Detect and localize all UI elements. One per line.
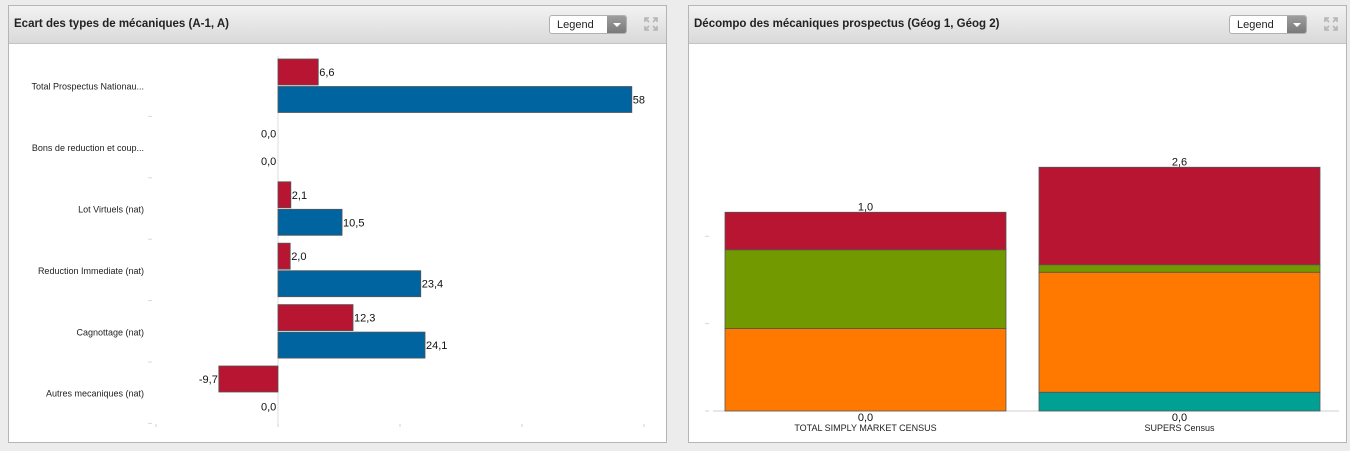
data-label: 12,3 <box>354 313 375 325</box>
bar <box>277 270 422 298</box>
chart-panel-left: Ecart des types de mécaniques (A-1, A) L… <box>8 5 667 443</box>
data-label: 10,5 <box>343 217 364 229</box>
data-label: 2,1 <box>292 190 307 202</box>
data-label: 24,1 <box>426 340 447 352</box>
bar <box>277 331 426 359</box>
panel-header: Décompo des mécaniques prospectus (Géog … <box>689 6 1346 44</box>
stacked-bar-segment <box>1038 391 1321 412</box>
stacked-bar-segment <box>1038 166 1321 266</box>
stacked-bar-segment <box>724 249 1007 329</box>
horizontal-bar-chart: Total Prospectus Nationau... 6,6 58 Bons de… <box>31 56 645 427</box>
bar <box>277 208 343 236</box>
bar <box>277 86 633 113</box>
category-label: TOTAL SIMPLY MARKET CENSUS <box>794 423 936 433</box>
stacked-bar-segment <box>724 328 1007 412</box>
stacked-bar-segment <box>1038 264 1321 273</box>
legend-dropdown[interactable]: Legend <box>1229 15 1307 34</box>
expand-arrows-icon[interactable] <box>643 16 659 32</box>
legend-dropdown-label: Legend <box>1237 19 1274 31</box>
category-label: SUPERS Census <box>1144 423 1215 433</box>
bar <box>218 365 279 393</box>
category-label: Cagnottage (nat) <box>76 327 144 337</box>
category-label: Reduction Immediate (nat) <box>38 266 144 276</box>
panel-title: Ecart des types de mécaniques (A-1, A) <box>14 18 229 30</box>
data-label: 2,6 <box>1172 156 1187 168</box>
data-label: 23,4 <box>422 279 443 291</box>
bar <box>277 242 291 270</box>
expand-arrows-icon[interactable] <box>1323 16 1339 32</box>
category-label: Autres mecaniques (nat) <box>46 389 144 399</box>
category-label: Lot Virtuels (nat) <box>78 205 144 215</box>
chart-panel-right: Décompo des mécaniques prospectus (Géog … <box>688 5 1347 443</box>
panel-title: Décompo des mécaniques prospectus (Géog … <box>694 18 1000 30</box>
data-label: -9,7 <box>199 374 218 386</box>
legend-dropdown[interactable]: Legend <box>549 15 627 34</box>
data-label: 0,0 <box>261 128 276 140</box>
bar <box>277 181 292 209</box>
chevron-down-icon[interactable] <box>607 16 626 33</box>
chevron-down-icon[interactable] <box>1287 16 1306 33</box>
bar <box>277 304 354 332</box>
category-label: Total Prospectus Nationau... <box>31 82 144 92</box>
data-label: 0,0 <box>261 402 276 414</box>
data-label: 1,0 <box>858 201 873 213</box>
panel-header: Ecart des types de mécaniques (A-1, A) L… <box>9 6 666 44</box>
legend-dropdown-label: Legend <box>557 19 594 31</box>
data-label: 0,0 <box>1172 412 1187 424</box>
stacked-bar-segment <box>1038 271 1321 393</box>
bar <box>277 58 319 86</box>
data-label: 2,0 <box>291 251 306 263</box>
data-label: 0,0 <box>261 156 276 168</box>
category-label: Bons de reduction et coup... <box>32 143 144 153</box>
stacked-bar-segment <box>724 211 1007 251</box>
data-label: 58 <box>633 95 645 107</box>
data-label: 6,6 <box>319 67 334 79</box>
data-label: 0,0 <box>858 412 873 424</box>
